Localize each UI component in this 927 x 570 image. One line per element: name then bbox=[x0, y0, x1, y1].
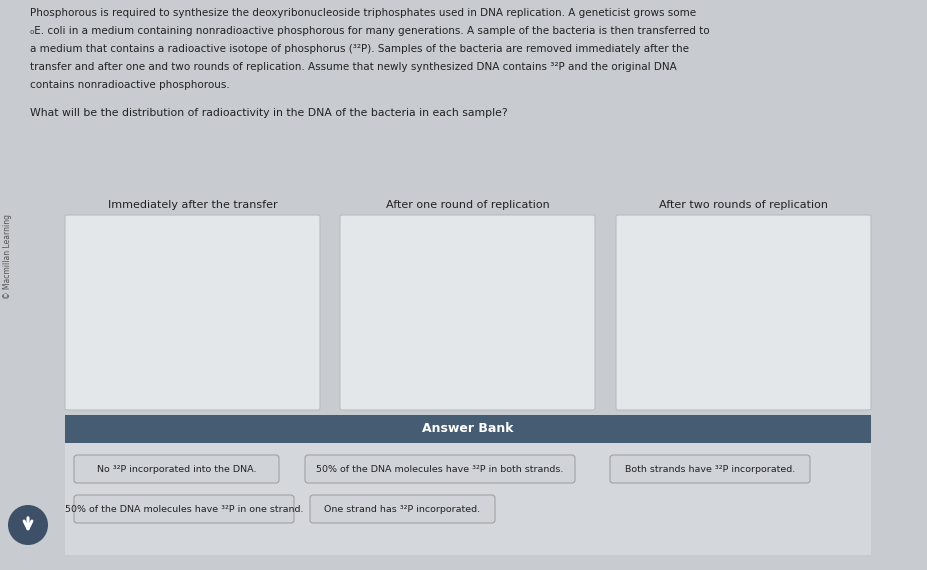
Text: 50% of the DNA molecules have ³²P in both strands.: 50% of the DNA molecules have ³²P in bot… bbox=[316, 465, 564, 474]
Text: contains nonradioactive phosphorous.: contains nonradioactive phosphorous. bbox=[30, 80, 230, 90]
FancyBboxPatch shape bbox=[74, 495, 294, 523]
FancyBboxPatch shape bbox=[65, 415, 871, 555]
Text: What will be the distribution of radioactivity in the DNA of the bacteria in eac: What will be the distribution of radioac… bbox=[30, 108, 508, 118]
FancyBboxPatch shape bbox=[340, 215, 595, 410]
FancyBboxPatch shape bbox=[65, 215, 320, 410]
FancyBboxPatch shape bbox=[305, 455, 575, 483]
Text: One strand has ³²P incorporated.: One strand has ³²P incorporated. bbox=[324, 504, 480, 514]
Circle shape bbox=[8, 505, 48, 545]
Text: After two rounds of replication: After two rounds of replication bbox=[659, 200, 828, 210]
Text: Phosphorous is required to synthesize the deoxyribonucleoside triphosphates used: Phosphorous is required to synthesize th… bbox=[30, 8, 696, 18]
Text: a medium that contains a radioactive isotope of phosphorus (³²P). Samples of the: a medium that contains a radioactive iso… bbox=[30, 44, 689, 54]
Text: Answer Bank: Answer Bank bbox=[423, 422, 514, 435]
Text: After one round of replication: After one round of replication bbox=[386, 200, 550, 210]
Text: ₀E. coli in a medium containing nonradioactive phosphorous for many generations.: ₀E. coli in a medium containing nonradio… bbox=[30, 26, 710, 36]
FancyBboxPatch shape bbox=[610, 455, 810, 483]
Text: Immediately after the transfer: Immediately after the transfer bbox=[108, 200, 277, 210]
FancyBboxPatch shape bbox=[74, 455, 279, 483]
Text: 50% of the DNA molecules have ³²P in one strand.: 50% of the DNA molecules have ³²P in one… bbox=[65, 504, 303, 514]
FancyBboxPatch shape bbox=[310, 495, 495, 523]
FancyBboxPatch shape bbox=[616, 215, 871, 410]
Text: Both strands have ³²P incorporated.: Both strands have ³²P incorporated. bbox=[625, 465, 795, 474]
Text: © Macmillan Learning: © Macmillan Learning bbox=[3, 214, 12, 299]
FancyBboxPatch shape bbox=[65, 415, 871, 443]
Text: transfer and after one and two rounds of replication. Assume that newly synthesi: transfer and after one and two rounds of… bbox=[30, 62, 677, 72]
Text: No ³²P incorporated into the DNA.: No ³²P incorporated into the DNA. bbox=[96, 465, 256, 474]
